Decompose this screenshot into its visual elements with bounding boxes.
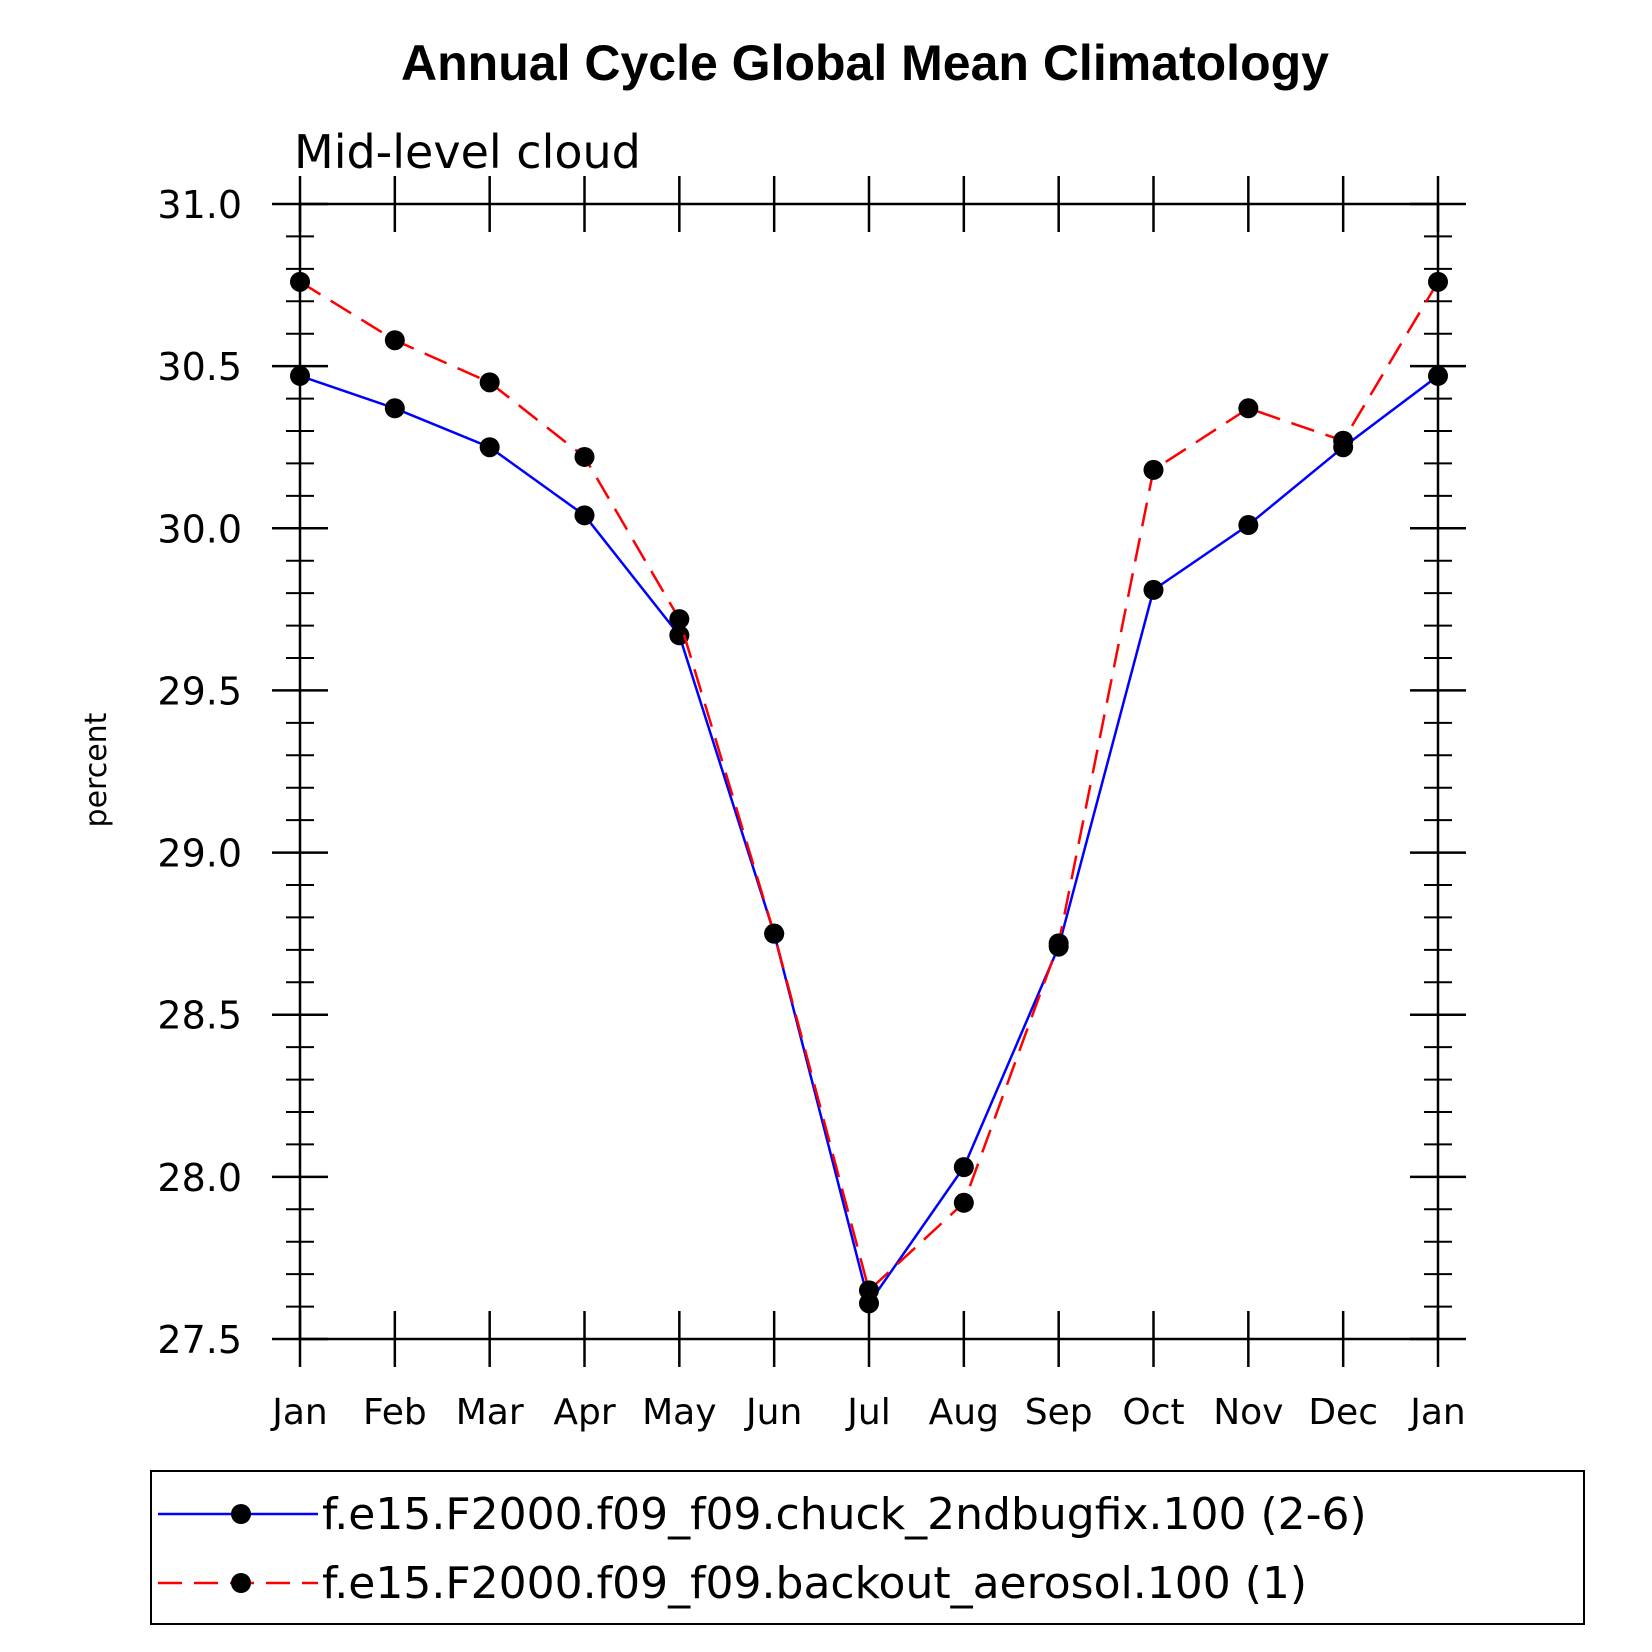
data-point bbox=[1238, 515, 1259, 536]
x-tick-label: May bbox=[642, 1392, 716, 1433]
data-point bbox=[1143, 579, 1164, 600]
legend-box bbox=[150, 1470, 1585, 1625]
x-tick-label: Jul bbox=[845, 1392, 890, 1433]
x-tick-label: Nov bbox=[1213, 1392, 1283, 1433]
data-point bbox=[479, 437, 500, 458]
data-point bbox=[859, 1280, 879, 1301]
y-tick-label: 30.0 bbox=[157, 507, 242, 551]
legend-marker-series-0 bbox=[231, 1504, 251, 1524]
data-point bbox=[384, 398, 405, 419]
data-point bbox=[384, 330, 405, 351]
data-point bbox=[574, 505, 595, 526]
legend: f.e15.F2000.f09_f09.chuck_2ndbugfix.100 … bbox=[150, 1470, 1585, 1625]
x-tick-label: Jan bbox=[1408, 1392, 1466, 1433]
series-line-1 bbox=[299, 280, 1440, 1293]
y-axis-label: percent bbox=[79, 712, 114, 827]
data-point bbox=[953, 1157, 974, 1178]
legend-marker-series-1 bbox=[231, 1573, 251, 1593]
data-point bbox=[479, 372, 500, 393]
x-tick-label: Jun bbox=[744, 1392, 802, 1433]
series-line-0 bbox=[299, 374, 1439, 1307]
y-tick-label: 30.5 bbox=[157, 345, 242, 389]
data-point bbox=[1333, 430, 1354, 451]
x-tick-label: Apr bbox=[553, 1392, 615, 1433]
data-point bbox=[953, 1192, 974, 1213]
data-point bbox=[669, 625, 690, 646]
data-point bbox=[574, 446, 595, 467]
y-tick-label: 31.0 bbox=[157, 183, 242, 227]
plot-frame bbox=[298, 202, 1440, 1341]
chart-title: Annual Cycle Global Mean Climatology bbox=[401, 35, 1329, 91]
y-tick-labels: 27.5 28.0 28.5 29.0 29.5 30.0 30.5 31.0 bbox=[157, 183, 242, 1362]
y-tick-label: 28.5 bbox=[157, 994, 242, 1038]
data-point bbox=[764, 923, 785, 944]
x-tick-label: Jan bbox=[270, 1392, 328, 1433]
x-tick-label: Sep bbox=[1025, 1392, 1093, 1433]
legend-label-series-1: f.e15.F2000.f09_f09.backout_aerosol.100 … bbox=[322, 1558, 1307, 1609]
x-tick-label: Mar bbox=[456, 1392, 524, 1433]
y-tick-label: 29.5 bbox=[157, 669, 242, 713]
series-1 bbox=[290, 271, 1448, 1301]
y-tick-label: 28.0 bbox=[157, 1156, 242, 1200]
series-0 bbox=[290, 365, 1448, 1314]
data-point bbox=[1238, 398, 1259, 419]
data-point bbox=[1143, 459, 1164, 480]
x-tick-label: Feb bbox=[363, 1392, 427, 1433]
x-tick-labels: Jan Feb Mar Apr May Jun Jul Aug Sep Oct Nov Dec Jan bbox=[270, 1392, 1466, 1433]
x-tick-label: Oct bbox=[1122, 1392, 1184, 1433]
series-layer bbox=[290, 271, 1448, 1314]
legend-label-series-0: f.e15.F2000.f09_f09.chuck_2ndbugfix.100 … bbox=[322, 1489, 1367, 1540]
x-tick-label: Dec bbox=[1308, 1392, 1378, 1433]
chart-subtitle: Mid-level cloud bbox=[294, 125, 641, 179]
data-point bbox=[1048, 933, 1069, 954]
axis-ticks bbox=[272, 176, 1466, 1367]
y-tick-label: 29.0 bbox=[157, 832, 242, 876]
x-tick-label: Aug bbox=[929, 1392, 999, 1433]
data-point bbox=[669, 609, 690, 630]
y-tick-label: 27.5 bbox=[157, 1318, 242, 1362]
